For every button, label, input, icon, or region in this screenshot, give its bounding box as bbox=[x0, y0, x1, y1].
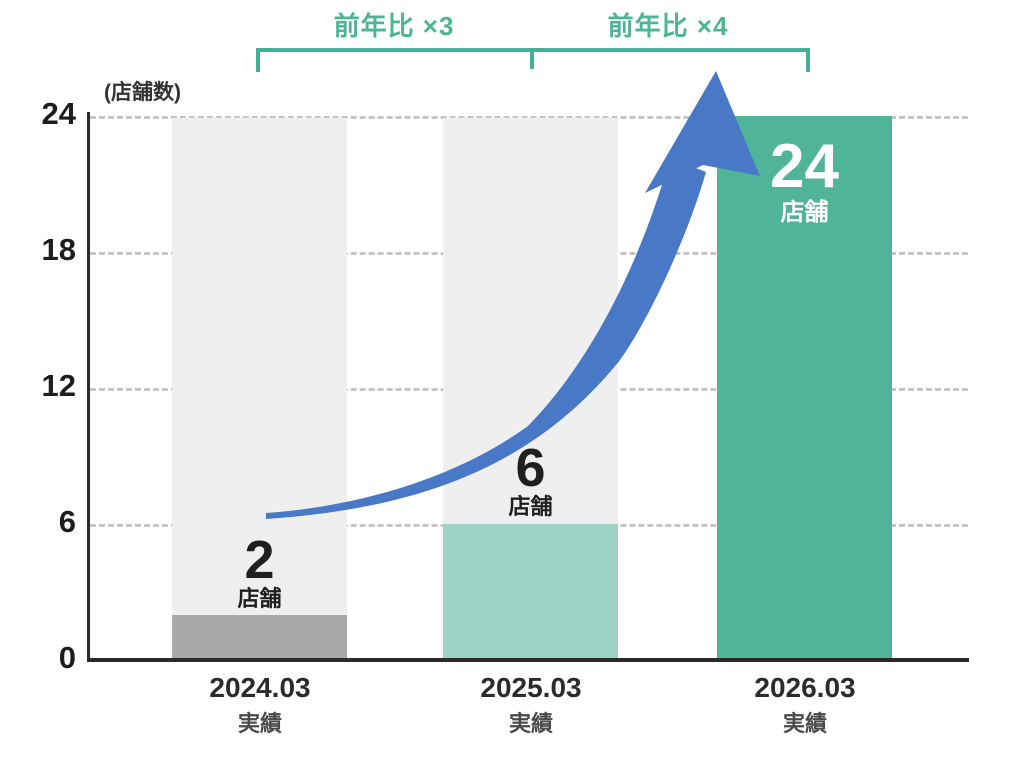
x-label-2025: 2025.03 bbox=[480, 672, 582, 703]
gridline-24 bbox=[90, 116, 968, 119]
y-axis-line bbox=[87, 112, 90, 661]
y-tick-6: 6 bbox=[58, 504, 76, 539]
bar-unit-2026: 店舗 bbox=[780, 199, 829, 226]
bar-value-label-2025: 6 店舗 bbox=[443, 441, 618, 519]
x-label-2024: 2024.03 bbox=[209, 672, 311, 703]
bar-value-label-2024: 2 店舗 bbox=[172, 533, 347, 611]
bar-2026 bbox=[717, 116, 892, 660]
bar-value-2025: 6 bbox=[515, 438, 546, 498]
bar-2025 bbox=[443, 524, 618, 660]
x-label-2026: 2026.03 bbox=[754, 672, 856, 703]
y-tick-0: 0 bbox=[58, 640, 76, 675]
bracket-divider-tick bbox=[530, 48, 534, 69]
x-sublabel-2024: 実績 bbox=[237, 711, 282, 736]
bar-value-2026: 24 bbox=[770, 132, 839, 201]
y-axis-unit-label: (店舗数) bbox=[104, 81, 181, 104]
y-tick-12: 12 bbox=[41, 368, 76, 403]
bracket-label-x3: 前年比 ×3 bbox=[333, 11, 455, 41]
bracket-label-x4: 前年比 ×4 bbox=[607, 11, 729, 41]
bar-value-label-2026: 24 店舗 bbox=[717, 136, 892, 228]
bar-unit-2024: 店舗 bbox=[237, 586, 282, 611]
x-sublabel-2025: 実績 bbox=[508, 711, 553, 736]
bar-value-2024: 2 bbox=[244, 530, 275, 590]
bar-unit-2025: 店舗 bbox=[508, 494, 553, 519]
y-tick-24: 24 bbox=[41, 96, 76, 131]
x-sublabel-2026: 実績 bbox=[782, 711, 827, 736]
x-axis-line bbox=[87, 658, 969, 662]
bar-2024 bbox=[172, 615, 347, 660]
y-tick-18: 18 bbox=[41, 232, 76, 267]
